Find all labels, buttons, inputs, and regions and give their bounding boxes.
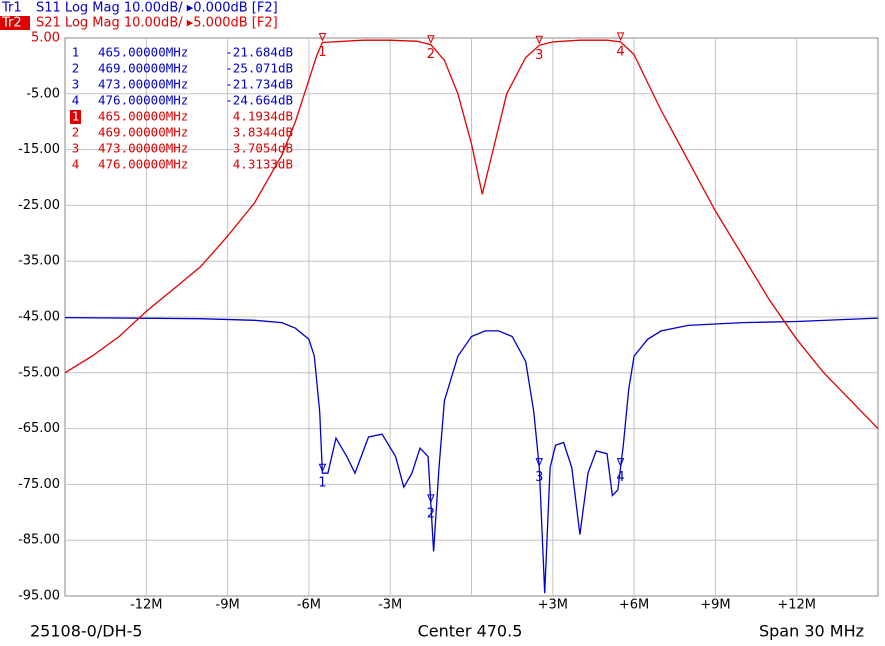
marker-value: 3.8344dB xyxy=(233,125,293,140)
x-tick-label: +3M xyxy=(538,598,568,613)
trace-id: Tr1 xyxy=(1,1,22,16)
y-tick-label: -35.00 xyxy=(18,254,60,269)
marker-value: -25.071dB xyxy=(225,61,293,76)
footer-right: Span 30 MHz xyxy=(759,622,864,641)
footer-left: 25108-0/DH-5 xyxy=(30,622,143,641)
y-tick-label: -75.00 xyxy=(18,477,60,492)
marker-label: 4 xyxy=(616,470,624,485)
y-tick-label: 5.00 xyxy=(31,31,60,46)
marker-number: 1 xyxy=(72,109,80,124)
trace-line xyxy=(64,316,879,594)
x-tick-label: -6M xyxy=(297,598,321,613)
y-tick-label: -25.00 xyxy=(18,198,60,213)
marker-frequency: 476.00000MHz xyxy=(98,157,188,172)
marker-frequency: 465.00000MHz xyxy=(98,109,188,124)
y-tick-label: -85.00 xyxy=(18,533,60,548)
trace-id: Tr2 xyxy=(1,16,22,31)
x-tick-label: -9M xyxy=(216,598,240,613)
marker-label: 3 xyxy=(535,48,543,63)
trace-settings: S21 Log Mag 10.00dB/ ▸5.000dB [F2] xyxy=(36,16,278,31)
marker-label: 1 xyxy=(318,476,326,491)
marker-label: 4 xyxy=(616,44,624,59)
trace-line xyxy=(64,39,879,430)
x-tick-label: +9M xyxy=(700,598,730,613)
y-tick-label: -45.00 xyxy=(18,310,60,325)
y-tick-label: -65.00 xyxy=(18,421,60,436)
marker-label: 3 xyxy=(535,470,543,485)
y-tick-label: -55.00 xyxy=(18,365,60,380)
x-tick-label: -12M xyxy=(130,598,162,613)
trace-marker xyxy=(318,463,327,473)
trace-marker xyxy=(535,35,544,45)
active-trace-bg xyxy=(0,16,30,30)
footer-center: Center 470.5 xyxy=(418,622,523,641)
marker-frequency: 469.00000MHz xyxy=(98,61,188,76)
trace-marker xyxy=(616,32,625,42)
marker-value: 3.7054dB xyxy=(233,141,293,156)
marker-label: 2 xyxy=(427,47,435,62)
x-tick-label: +6M xyxy=(619,598,649,613)
trace-marker xyxy=(427,494,435,504)
y-tick-label: -95.00 xyxy=(18,589,60,604)
marker-number: 2 xyxy=(72,61,80,76)
marker-value: -24.664dB xyxy=(225,93,293,108)
marker-number: 3 xyxy=(72,77,80,92)
trace-settings: S11 Log Mag 10.00dB/ ▸0.000dB [F2] xyxy=(36,1,278,16)
y-tick-label: -5.00 xyxy=(26,86,60,101)
marker-value: 4.1934dB xyxy=(233,109,293,124)
marker-value: -21.734dB xyxy=(225,77,293,92)
marker-label: 1 xyxy=(318,45,326,60)
trace-marker xyxy=(318,32,327,42)
trace-marker xyxy=(616,458,625,467)
x-tick-label: +12M xyxy=(777,598,816,613)
y-tick-label: -15.00 xyxy=(18,142,60,157)
x-tick-label: -3M xyxy=(378,598,402,613)
trace-marker xyxy=(535,458,544,467)
marker-label: 2 xyxy=(427,506,435,521)
marker-frequency: 473.00000MHz xyxy=(98,77,188,92)
marker-number: 2 xyxy=(72,125,80,140)
marker-frequency: 473.00000MHz xyxy=(98,141,188,156)
marker-number: 4 xyxy=(72,157,80,172)
marker-frequency: 469.00000MHz xyxy=(98,125,188,140)
marker-number: 4 xyxy=(72,93,80,108)
marker-number: 3 xyxy=(72,141,80,156)
active-marker-bg xyxy=(70,110,81,124)
marker-value: -21.684dB xyxy=(225,45,293,60)
marker-value: 4.3133dB xyxy=(233,157,293,172)
marker-frequency: 465.00000MHz xyxy=(98,45,188,60)
trace-marker xyxy=(427,35,435,44)
marker-number: 1 xyxy=(72,45,80,60)
marker-frequency: 476.00000MHz xyxy=(98,93,188,108)
